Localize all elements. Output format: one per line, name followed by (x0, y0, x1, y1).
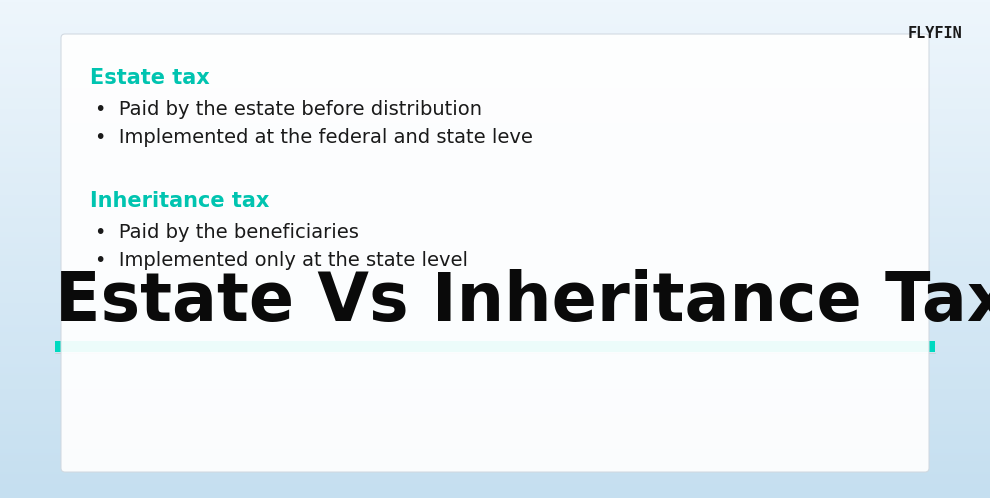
Text: •  Paid by the estate before distribution: • Paid by the estate before distribution (95, 100, 482, 119)
Text: Inheritance tax: Inheritance tax (90, 191, 269, 211)
Text: FLYFIN: FLYFIN (907, 26, 962, 41)
FancyBboxPatch shape (61, 34, 929, 472)
Text: Estate Vs Inheritance Tax: Estate Vs Inheritance Tax (55, 269, 990, 335)
Text: Estate tax: Estate tax (90, 68, 210, 88)
Text: •  Paid by the beneficiaries: • Paid by the beneficiaries (95, 223, 358, 242)
Bar (55, 341, 935, 352)
Text: •  Implemented at the federal and state leve: • Implemented at the federal and state l… (95, 128, 533, 147)
Text: •  Implemented only at the state level: • Implemented only at the state level (95, 251, 468, 270)
